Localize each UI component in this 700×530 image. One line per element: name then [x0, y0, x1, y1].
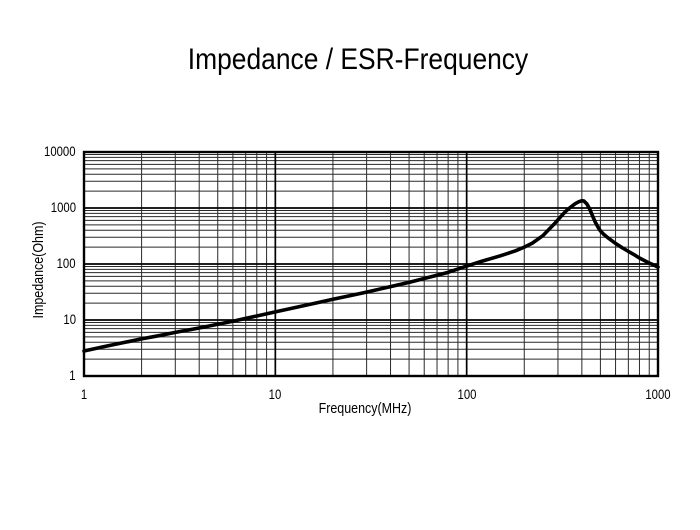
x-tick-1000: 1000 — [645, 387, 671, 402]
impedance-curve — [82, 198, 660, 353]
plot-border — [82, 150, 660, 378]
x-tick-100: 100 — [457, 387, 477, 402]
y-tick-10000: 10000 — [44, 144, 76, 159]
x-axis-title: Frequency(MHz) — [318, 401, 412, 417]
y-tick-100: 100 — [57, 256, 76, 271]
y-tick-10: 10 — [63, 312, 76, 327]
x-tick-10: 10 — [268, 387, 282, 402]
y-tick-1: 1 — [69, 368, 76, 383]
chart-title: Impedance / ESR-Frequency — [187, 43, 529, 76]
y-axis-title: Impedance(Ohm) — [31, 221, 47, 319]
y-tick-1000: 1000 — [50, 200, 76, 215]
x-tick-1: 1 — [80, 387, 88, 402]
